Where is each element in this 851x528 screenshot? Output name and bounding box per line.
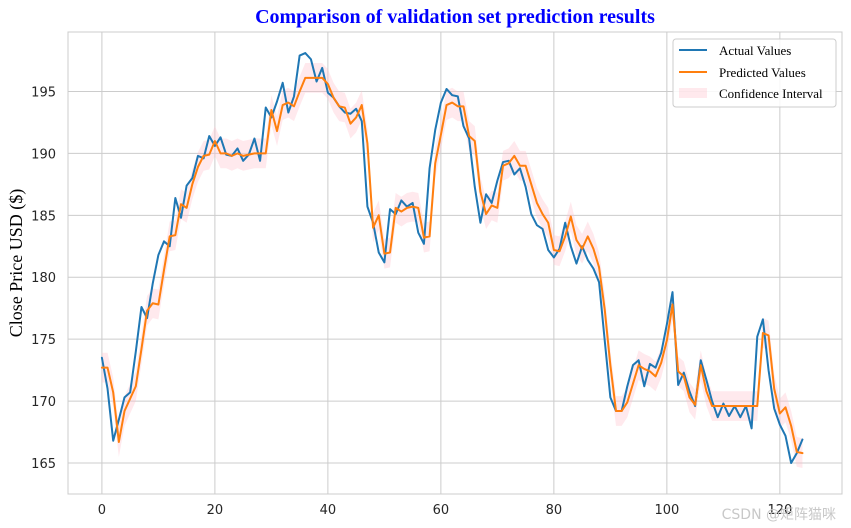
legend-label-actual: Actual Values [719,43,791,58]
chart-title: Comparison of validation set prediction … [255,6,655,28]
legend-swatch-confidence [679,88,707,98]
x-tick-label: 20 [207,503,224,518]
y-tick-label: 195 [31,85,56,100]
y-axis-label: Close Price USD ($) [6,189,27,337]
grid-lines [68,32,842,494]
legend-label-predicted: Predicted Values [719,65,806,80]
y-tick-label: 190 [31,147,56,162]
y-tick-label: 185 [31,209,56,224]
series-line-actual [100,52,804,465]
series-layer [100,52,804,465]
y-tick-label: 170 [31,395,56,410]
y-axis-ticks: 165 170 175 180 185 190 195 [31,85,56,472]
y-tick-label: 180 [31,271,56,286]
x-tick-label: 60 [433,503,450,518]
x-tick-label: 0 [98,503,106,518]
series-line-predicted [100,76,804,455]
x-tick-label: 120 [767,503,792,518]
legend: Actual Values Predicted Values Confidenc… [672,38,837,108]
y-tick-label: 175 [31,333,56,348]
legend-frame [672,38,837,108]
x-tick-label: 40 [320,503,337,518]
y-tick-label: 165 [31,457,56,472]
legend-label-confidence: Confidence Interval [719,86,823,101]
watermark: CSDN @矩阵猫咪 [722,507,836,523]
x-axis-ticks: 0 20 40 60 80 100 120 [98,503,793,518]
x-tick-label: 100 [654,503,679,518]
x-tick-label: 80 [546,503,563,518]
plot-area [67,31,843,495]
